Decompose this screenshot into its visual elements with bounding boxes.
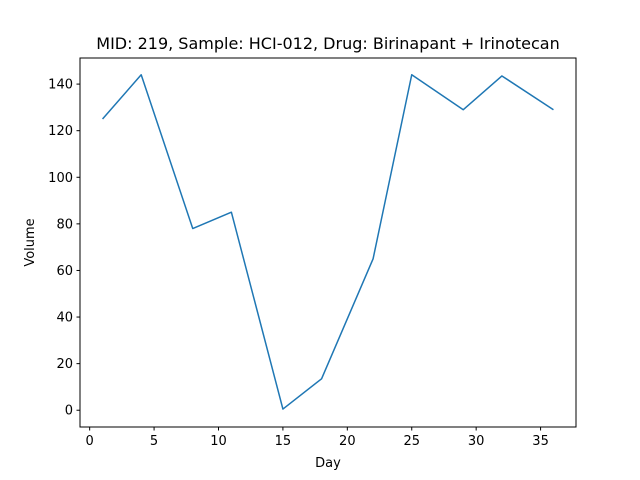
y-tick-label: 100 xyxy=(48,171,73,186)
y-tick-label: 20 xyxy=(56,357,73,372)
y-tick-label: 40 xyxy=(56,311,73,326)
x-tick-label: 10 xyxy=(210,434,227,449)
y-axis: 0 20 40 60 80 100 120 140 xyxy=(48,78,80,419)
plot-area xyxy=(101,74,554,410)
x-axis-label: Day xyxy=(315,456,341,471)
x-tick-label: 15 xyxy=(275,434,292,449)
chart-title: MID: 219, Sample: HCI-012, Drug: Birinap… xyxy=(96,34,559,53)
y-axis-label: Volume xyxy=(23,218,38,266)
x-tick-label: 20 xyxy=(339,434,356,449)
x-tick-label: 35 xyxy=(532,434,549,449)
y-tick-label: 120 xyxy=(48,124,73,139)
x-tick-label: 0 xyxy=(86,434,94,449)
y-tick-label: 140 xyxy=(48,78,73,93)
y-tick-label: 60 xyxy=(56,264,73,279)
y-tick-label: 0 xyxy=(65,404,73,419)
series-line xyxy=(101,74,554,410)
axes-frame xyxy=(79,57,577,428)
x-axis: 0 5 10 15 20 25 30 35 xyxy=(86,427,549,449)
x-tick-label: 30 xyxy=(468,434,485,449)
y-tick-label: 80 xyxy=(56,217,73,232)
x-tick-label: 5 xyxy=(150,434,158,449)
x-tick-label: 25 xyxy=(403,434,420,449)
